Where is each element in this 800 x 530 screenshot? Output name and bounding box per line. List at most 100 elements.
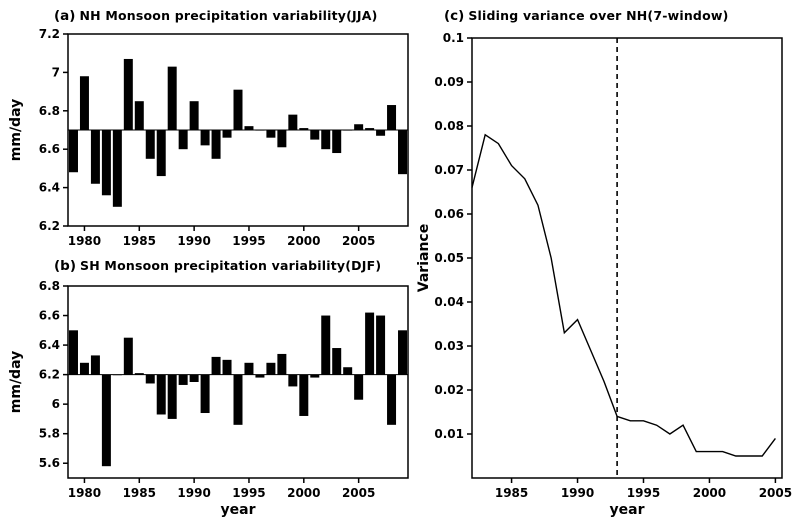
y-tick-label: 6.2 [39, 219, 60, 233]
bar [134, 101, 144, 130]
chart-c: 0.01 0.02 0.03 0.04 0.05 0.06 0.07 0.08 0.09 0.1 1… [434, 31, 792, 500]
bar [123, 58, 133, 130]
bar [398, 130, 408, 175]
bar [277, 130, 287, 148]
bar [112, 130, 122, 207]
bar [233, 89, 243, 130]
bar [90, 355, 100, 375]
panel-c-xlabel: year [609, 502, 645, 518]
bar [387, 374, 397, 425]
bar [266, 362, 276, 375]
axis-box [471, 37, 783, 479]
bar [211, 356, 221, 375]
axis-box [67, 33, 409, 227]
bar [354, 374, 364, 400]
bar [332, 130, 342, 154]
x-tick-label: 1985 [495, 486, 528, 500]
bar [310, 130, 320, 140]
bar [288, 114, 298, 130]
bar [101, 130, 111, 196]
bar [79, 76, 89, 130]
bar [222, 130, 232, 138]
x-tick-label: 2005 [759, 486, 792, 500]
y-tick-label: 0.07 [434, 163, 464, 177]
x-tick-label: 1980 [68, 486, 101, 500]
bar [178, 130, 188, 150]
chart-b: 5.6 5.8 6 6.2 6.4 6.6 6.8 1980 1985 1990 1995 2000 2… [39, 279, 409, 500]
chart-a: 6.2 6.4 6.6 6.8 7 7.2 1980 1985 1990 1995 2000 2005 [39, 27, 409, 248]
bar [189, 374, 199, 382]
bar [68, 330, 78, 375]
y-tick-label: 6.6 [39, 309, 60, 323]
panel-a-title-row: (a) NH Monsoon precipitation variability(… [54, 5, 378, 24]
bar [266, 130, 276, 138]
panel-b-title: SH Monsoon precipitation variability(DJF… [80, 258, 382, 273]
y-tick-label: 6.6 [39, 142, 60, 156]
y-tick-label: 0.02 [434, 383, 464, 397]
y-tick-label: 0.03 [434, 339, 464, 353]
y-tick-label: 0.08 [434, 119, 464, 133]
axis-box [67, 285, 409, 479]
x-tick-label: 2000 [287, 234, 320, 248]
bar [123, 337, 133, 375]
bar [299, 374, 309, 416]
bar [244, 362, 254, 375]
y-tick-label: 6.2 [39, 368, 60, 382]
x-tick-label: 2005 [342, 486, 375, 500]
panel-b-ylabel: mm/day [8, 350, 24, 414]
bar [145, 374, 155, 384]
y-tick-label: 0.01 [434, 427, 464, 441]
bar [365, 312, 375, 375]
x-tick-label: 1985 [123, 234, 156, 248]
y-tick-label: 6.8 [39, 279, 60, 293]
y-tick-label: 0.04 [434, 295, 464, 309]
bar [222, 359, 232, 375]
y-tick-label: 7.2 [39, 27, 60, 41]
x-tick-label: 2000 [287, 486, 320, 500]
x-tick-label: 1990 [561, 486, 594, 500]
bar [79, 362, 89, 375]
x-tick-label: 1990 [177, 234, 210, 248]
y-tick-label: 0.1 [443, 31, 464, 45]
panel-b-title-row: (b) SH Monsoon precipitation variability(… [54, 255, 381, 274]
panel-a-title: NH Monsoon precipitation variability(JJA… [79, 8, 378, 23]
y-tick-label: 5.8 [39, 427, 60, 441]
bar [134, 373, 144, 375]
x-tick-label: 1995 [232, 234, 265, 248]
bar [178, 374, 188, 385]
y-tick-label: 0.05 [434, 251, 464, 265]
bar [376, 130, 386, 136]
y-tick-label: 6.4 [39, 338, 60, 352]
x-tick-label: 1995 [627, 486, 660, 500]
bar [321, 315, 331, 375]
y-tick-label: 0.09 [434, 75, 464, 89]
bar [332, 348, 342, 375]
panel-c-title-row: (c) Sliding variance over NH(7-window) [444, 5, 729, 24]
panel-c-letter: (c) [444, 8, 465, 24]
series-line [471, 133, 776, 457]
bar [321, 130, 331, 150]
bar [244, 126, 254, 130]
bar [354, 124, 364, 130]
bar [211, 130, 221, 159]
bar [156, 130, 166, 177]
x-tick-label: 1985 [123, 486, 156, 500]
x-tick-label: 1995 [232, 486, 265, 500]
y-tick-label: 6 [52, 397, 60, 411]
bar [288, 374, 298, 387]
bar [343, 367, 353, 375]
bar [200, 374, 210, 414]
panel-c-title: Sliding variance over NH(7-window) [468, 8, 729, 23]
bar [387, 105, 397, 130]
bar [365, 128, 375, 130]
bar [233, 374, 243, 425]
bar [310, 374, 320, 378]
bar [398, 330, 408, 375]
bar [189, 101, 199, 130]
bar [145, 130, 155, 159]
bar [167, 66, 177, 130]
x-tick-label: 1990 [177, 486, 210, 500]
bar [376, 315, 386, 375]
panel-a-ylabel: mm/day [8, 98, 24, 162]
